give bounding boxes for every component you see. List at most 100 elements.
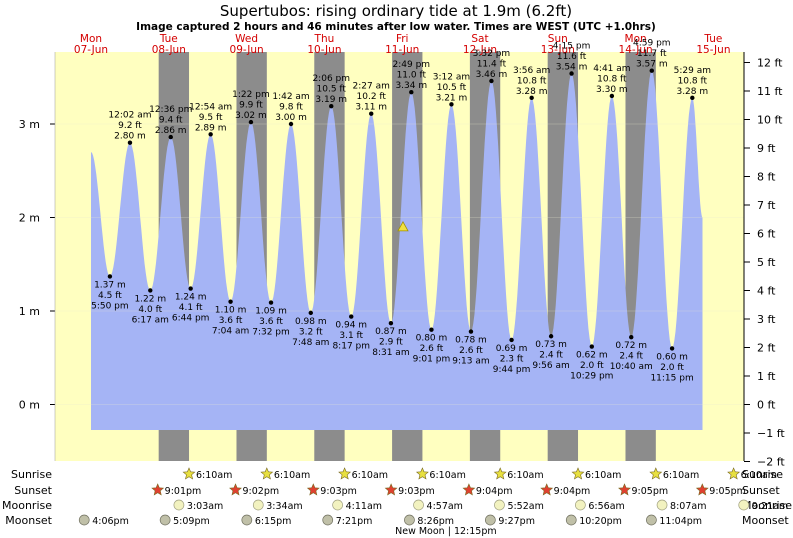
tide-label-line: 3:32 pm [473, 49, 511, 59]
y-axis-meters: 0 m 1 m 2 m 3 m [19, 52, 56, 461]
tide-label-line: 11.4 ft [477, 59, 507, 69]
sunset-time: 9:03pm [320, 486, 357, 497]
tide-label-line: 10.8 ft [678, 76, 708, 86]
sunrise-time: 6:10am [585, 470, 621, 481]
tide-label-line: 9.4 ft [159, 116, 183, 126]
moonset-icon [646, 514, 657, 526]
y-right-tick-label: 9 ft [757, 142, 776, 155]
y-left-tick-label: 1 m [19, 305, 40, 318]
moonrise-time: 5:52am [507, 501, 543, 512]
tide-label-line: 0.62 m [576, 351, 608, 361]
moonrise-time: 4:57am [427, 501, 463, 512]
tide-label-line: 3.28 m [516, 87, 548, 97]
sunset-icon [306, 483, 320, 496]
sunset-row-label-left: Sunset [14, 484, 52, 497]
high-tide-point [248, 119, 254, 125]
tide-label-line: 3.34 m [395, 81, 427, 91]
tide-label-line: 9.9 ft [239, 101, 263, 111]
day-date-label: 10-Jun [307, 44, 341, 56]
sunset-time: 9:03pm [398, 486, 435, 497]
tide-label-line: 9.5 ft [199, 113, 223, 123]
tide-label-line: 1.37 m [94, 280, 126, 290]
tide-label-line: 3.1 ft [339, 331, 363, 341]
sunset-icon [695, 483, 709, 496]
tide-label-line: 3.11 m [355, 103, 387, 113]
tide-label-line: 10.5 ft [317, 85, 347, 95]
tide-label-line: 3.21 m [436, 93, 468, 103]
moonset-icon [241, 514, 253, 526]
tide-label-line: 7:48 am [292, 338, 329, 348]
sunrise-icon [727, 467, 741, 480]
tide-label-line: 10.8 ft [517, 76, 547, 86]
high-tide-point [329, 104, 334, 109]
low-tide-point [349, 314, 354, 319]
high-tide-label: 1:22 pm9.9 ft3.02 m [232, 90, 270, 121]
high-tide-label: 12:36 pm9.4 ft2.86 m [149, 105, 192, 136]
moonset-time: 9:27pm [498, 516, 535, 527]
tide-label-line: 2:27 am [353, 82, 390, 92]
tide-label-line: 3.54 m [556, 63, 588, 73]
sunset-icon [540, 483, 554, 496]
moonset-icon [322, 514, 334, 526]
sunrise-icon [493, 467, 507, 480]
moonset-time: 11:04pm [659, 516, 702, 527]
high-tide-point [127, 140, 133, 145]
sunrise-row-label-right: Sunrise [742, 468, 783, 481]
tide-label-line: 8:31 am [372, 348, 409, 358]
high-tide-point [168, 134, 173, 140]
day-date-label: 14-Jun [619, 44, 653, 56]
tide-label-line: 1.24 m [175, 293, 207, 303]
tide-label-line: 2.4 ft [539, 351, 563, 361]
y-right-tick-label: 11 ft [757, 85, 783, 98]
day-name-label: Sat [471, 33, 488, 45]
moonrise-icon [494, 499, 505, 511]
moonrise-icon [575, 499, 586, 511]
low-tide-label: 0.94 m3.1 ft8:17 pm [332, 321, 370, 352]
tide-label-line: 2.86 m [155, 126, 187, 136]
tide-label-line: 7:32 pm [252, 328, 290, 338]
moonrise-icon [252, 499, 264, 511]
y-left-tick-label: 3 m [19, 118, 40, 131]
moonrise-time: 4:11am [346, 501, 382, 512]
tide-label-line: 11.7 ft [637, 49, 667, 59]
sunrise-time: 6:10am [663, 470, 699, 481]
moonrise-time: 9:21am [752, 501, 788, 512]
sunrise-icon [338, 467, 352, 480]
moonset-icon [484, 514, 496, 526]
tide-label-line: 10:29 pm [570, 372, 613, 382]
tide-label-line: 0.73 m [535, 340, 567, 350]
tide-label-line: 9.2 ft [118, 121, 142, 131]
y-right-tick-label: 0 ft [757, 399, 776, 412]
moonrise-time: 8:07am [670, 501, 706, 512]
tide-label-line: 1.10 m [215, 306, 247, 316]
high-tide-label: 12:54 am9.5 ft2.89 m [189, 102, 232, 133]
tide-label-line: 2.4 ft [619, 352, 643, 362]
high-tide-label: 1:42 am9.8 ft3.00 m [272, 92, 309, 123]
tide-label-line: 4.0 ft [138, 305, 162, 315]
low-tide-label: 0.73 m2.4 ft9:56 am [532, 340, 569, 371]
high-tide-label: 12:02 am9.2 ft2.80 m [108, 111, 151, 142]
y-right-tick-label: 2 ft [757, 342, 776, 355]
tide-label-line: 2.9 ft [379, 338, 403, 348]
low-tide-label: 1.37 m4.5 ft5:50 pm [91, 280, 129, 311]
sun-moon-rows: Sunrise Sunrise Sunset Sunset Moonrise Moonri… [2, 467, 792, 537]
low-tide-label: 0.78 m2.6 ft9:13 am [452, 336, 489, 367]
low-tide-label: 0.80 m2.6 ft9:01 pm [413, 334, 451, 365]
moonset-row-label-right: Moonset [742, 514, 789, 527]
y-right-tick-label: 4 ft [757, 285, 776, 298]
low-tide-point [629, 334, 634, 340]
moonset-time: 5:09pm [173, 516, 210, 527]
current-tide-marker [397, 221, 409, 232]
tide-label-line: 3.30 m [596, 85, 628, 95]
high-tide-point [489, 78, 494, 84]
y-right-tick-label: 3 ft [757, 313, 776, 326]
tide-label-line: 3.57 m [636, 60, 668, 70]
tide-label-line: 3.6 ft [219, 316, 243, 326]
